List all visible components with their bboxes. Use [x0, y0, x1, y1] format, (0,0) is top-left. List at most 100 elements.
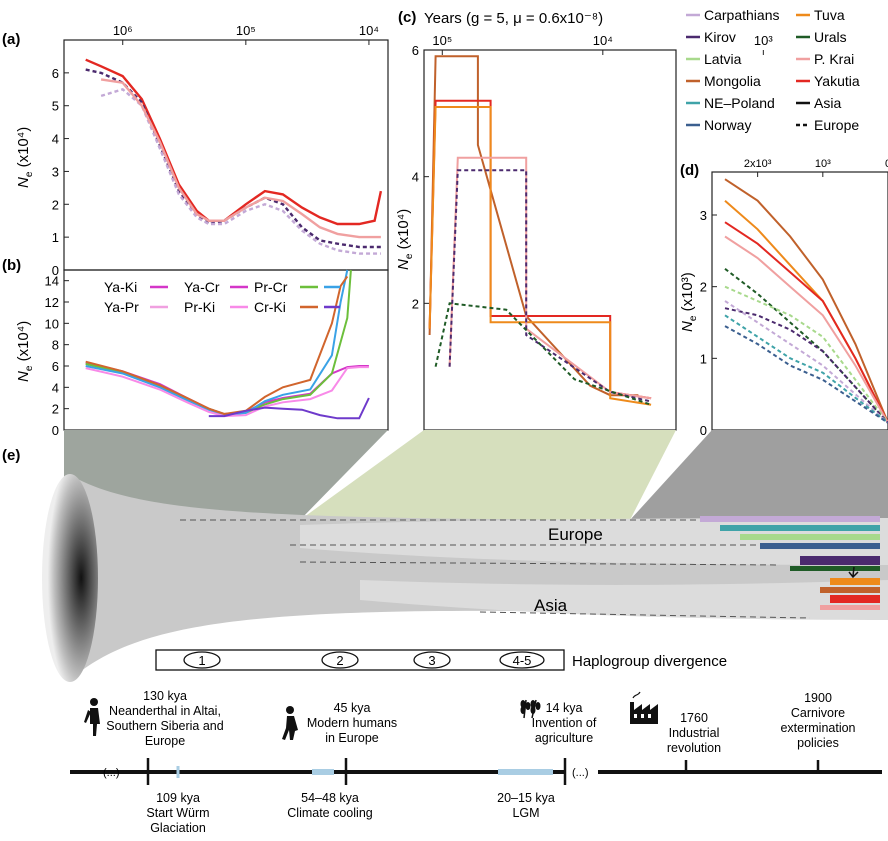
svg-text:3: 3	[428, 653, 435, 668]
svg-text:Latvia: Latvia	[704, 51, 742, 67]
series-a-carpathians	[100, 87, 381, 255]
timeline: (...) (...) 130 kya Neanderthal in Altai,…	[70, 689, 882, 835]
legend-item: Europe	[796, 117, 859, 133]
panel-a-ylabel: Ne (x10⁴)	[15, 127, 35, 188]
ytick-label-b-2: 2	[52, 402, 59, 417]
timeline-cooling-band	[312, 769, 334, 775]
series-c-p-krai	[448, 156, 652, 400]
xtick-label-a-2: 10⁴	[359, 23, 379, 38]
panel-b-legend-item: Ya-Pr	[104, 299, 168, 315]
timeline-lgm-band	[498, 769, 553, 775]
series-b-cr-blue	[85, 269, 349, 417]
panel-d-ylabel: Ne (x10³)	[679, 272, 699, 332]
panel-b-legend-item: Ya-Ki	[104, 279, 168, 295]
branch-norway	[760, 543, 880, 549]
wheat-icon	[520, 699, 541, 719]
legend-item: Kirov	[686, 29, 736, 45]
panel-b-legend: Ya-Ki Ya-Cr Pr-Cr Ya-Pr Pr-Ki Cr-Ki	[104, 279, 340, 315]
ytick-label-d-1: 1	[700, 351, 707, 366]
scheme: Europe Asia	[42, 430, 888, 682]
ytick-label-c-6: 6	[412, 43, 419, 58]
timeline-ellipsis-right: (...)	[572, 767, 589, 779]
haplogroup-mark: 1	[183, 651, 221, 669]
panel-d-label: (d)	[680, 162, 699, 179]
svg-text:Yakutia: Yakutia	[814, 73, 860, 89]
series-c-urals	[434, 302, 652, 406]
svg-text:Ya-Ki: Ya-Ki	[104, 279, 137, 295]
svg-text:Urals: Urals	[814, 29, 847, 45]
xtick-label-d-2: 0	[885, 158, 888, 170]
ytick-label-b-14: 14	[45, 274, 59, 289]
ytick-label-c-2: 2	[412, 296, 419, 311]
legend-item: Mongolia	[686, 73, 761, 89]
timeline-event-below: 54–48 kya Climate cooling	[287, 791, 373, 820]
timeline-ellipsis-left: (...)	[103, 767, 120, 779]
ytick-label-d-3: 3	[700, 208, 707, 223]
timeline-event-below: 109 kya Start Würm Glaciation	[146, 791, 209, 835]
svg-text:Europe: Europe	[814, 117, 859, 133]
xtick-label-d-0: 2x10³	[744, 158, 772, 170]
series-a-yakutia	[85, 58, 383, 226]
timeline-events-above: 130 kya Neanderthal in Altai, Southern Sib…	[106, 689, 855, 755]
panel-a-label: (a)	[2, 31, 20, 48]
panel-b-label: (b)	[2, 257, 21, 274]
xtick-label-c-2: 10³	[754, 33, 773, 48]
legend-item: Yakutia	[796, 73, 860, 89]
europe-label: Europe	[548, 525, 603, 544]
svg-text:Cr-Ki: Cr-Ki	[254, 299, 286, 315]
legend-item: Asia	[796, 95, 841, 111]
panel-a-frame	[63, 39, 389, 271]
xtick-label-c-0: 10⁵	[432, 33, 452, 48]
ytick-label-b-12: 12	[45, 295, 59, 310]
legend-item: Tuva	[796, 7, 845, 23]
series-c-kirov	[448, 169, 652, 403]
series-d-urals	[724, 268, 888, 424]
svg-text:Pr-Cr: Pr-Cr	[254, 279, 288, 295]
panel-b-legend-item: Pr-Cr	[254, 279, 318, 295]
panel-d-frame	[711, 171, 888, 431]
timeline-event-above: 45 kya Modern humans in Europe	[307, 701, 397, 745]
timeline-event-above: 1900 Carnivore extermination policies	[780, 691, 855, 750]
zoom-band-right	[630, 430, 888, 520]
legend-item: Norway	[686, 117, 751, 133]
timeline-event-above: 14 kya Invention of agriculture	[532, 701, 597, 745]
branch-pkrai	[820, 605, 880, 610]
ytick-label-a-1: 1	[52, 230, 59, 245]
svg-text:NE–Poland: NE–Poland	[704, 95, 775, 111]
legend-item: P. Krai	[796, 51, 854, 67]
legend-item: Urals	[796, 29, 847, 45]
xtick-label-c-1: 10⁴	[593, 33, 613, 48]
asia-branch	[360, 580, 888, 620]
panel-e-label: (e)	[2, 447, 20, 464]
series-d-yakutia	[724, 221, 888, 424]
panel-c-ylabel: Ne (x10⁴)	[395, 209, 415, 270]
neanderthal-icon	[84, 698, 100, 736]
legend: Carpathians Kirov Latvia Mongolia NE–Poland N…	[686, 7, 860, 133]
ytick-label-d-0: 0	[700, 423, 707, 438]
ytick-label-a-3: 3	[52, 164, 59, 179]
branch-tuva	[830, 578, 880, 585]
timeline-events-below: 109 kya Start Würm Glaciation 54–48 kya Clim…	[146, 791, 554, 835]
haplogroup-bar	[155, 649, 565, 671]
series-a-p-krai	[100, 78, 381, 239]
svg-text:Tuva: Tuva	[814, 7, 845, 23]
legend-item: Latvia	[686, 51, 742, 67]
asia-label: Asia	[534, 596, 568, 615]
panel-b-legend-item: Pr-Ki	[184, 299, 248, 315]
branch-latvia	[740, 534, 880, 540]
human-icon	[282, 706, 298, 740]
svg-text:4-5: 4-5	[513, 653, 532, 668]
branch-mongolia	[820, 587, 880, 593]
ytick-label-a-5: 5	[52, 99, 59, 114]
trumpet-mouth	[42, 474, 98, 682]
svg-text:2: 2	[336, 653, 343, 668]
xtick-label-a-0: 10⁶	[113, 23, 133, 38]
xtick-label-d-1: 10³	[815, 158, 831, 170]
series-d-kirov	[724, 307, 888, 424]
series-d-ne-poland	[724, 314, 888, 424]
panel-c-label: (c)	[398, 9, 416, 26]
svg-text:P. Krai: P. Krai	[814, 51, 854, 67]
legend-item: Carpathians	[686, 7, 780, 23]
timeline-event-above: 1760 Industrial revolution	[667, 711, 721, 755]
